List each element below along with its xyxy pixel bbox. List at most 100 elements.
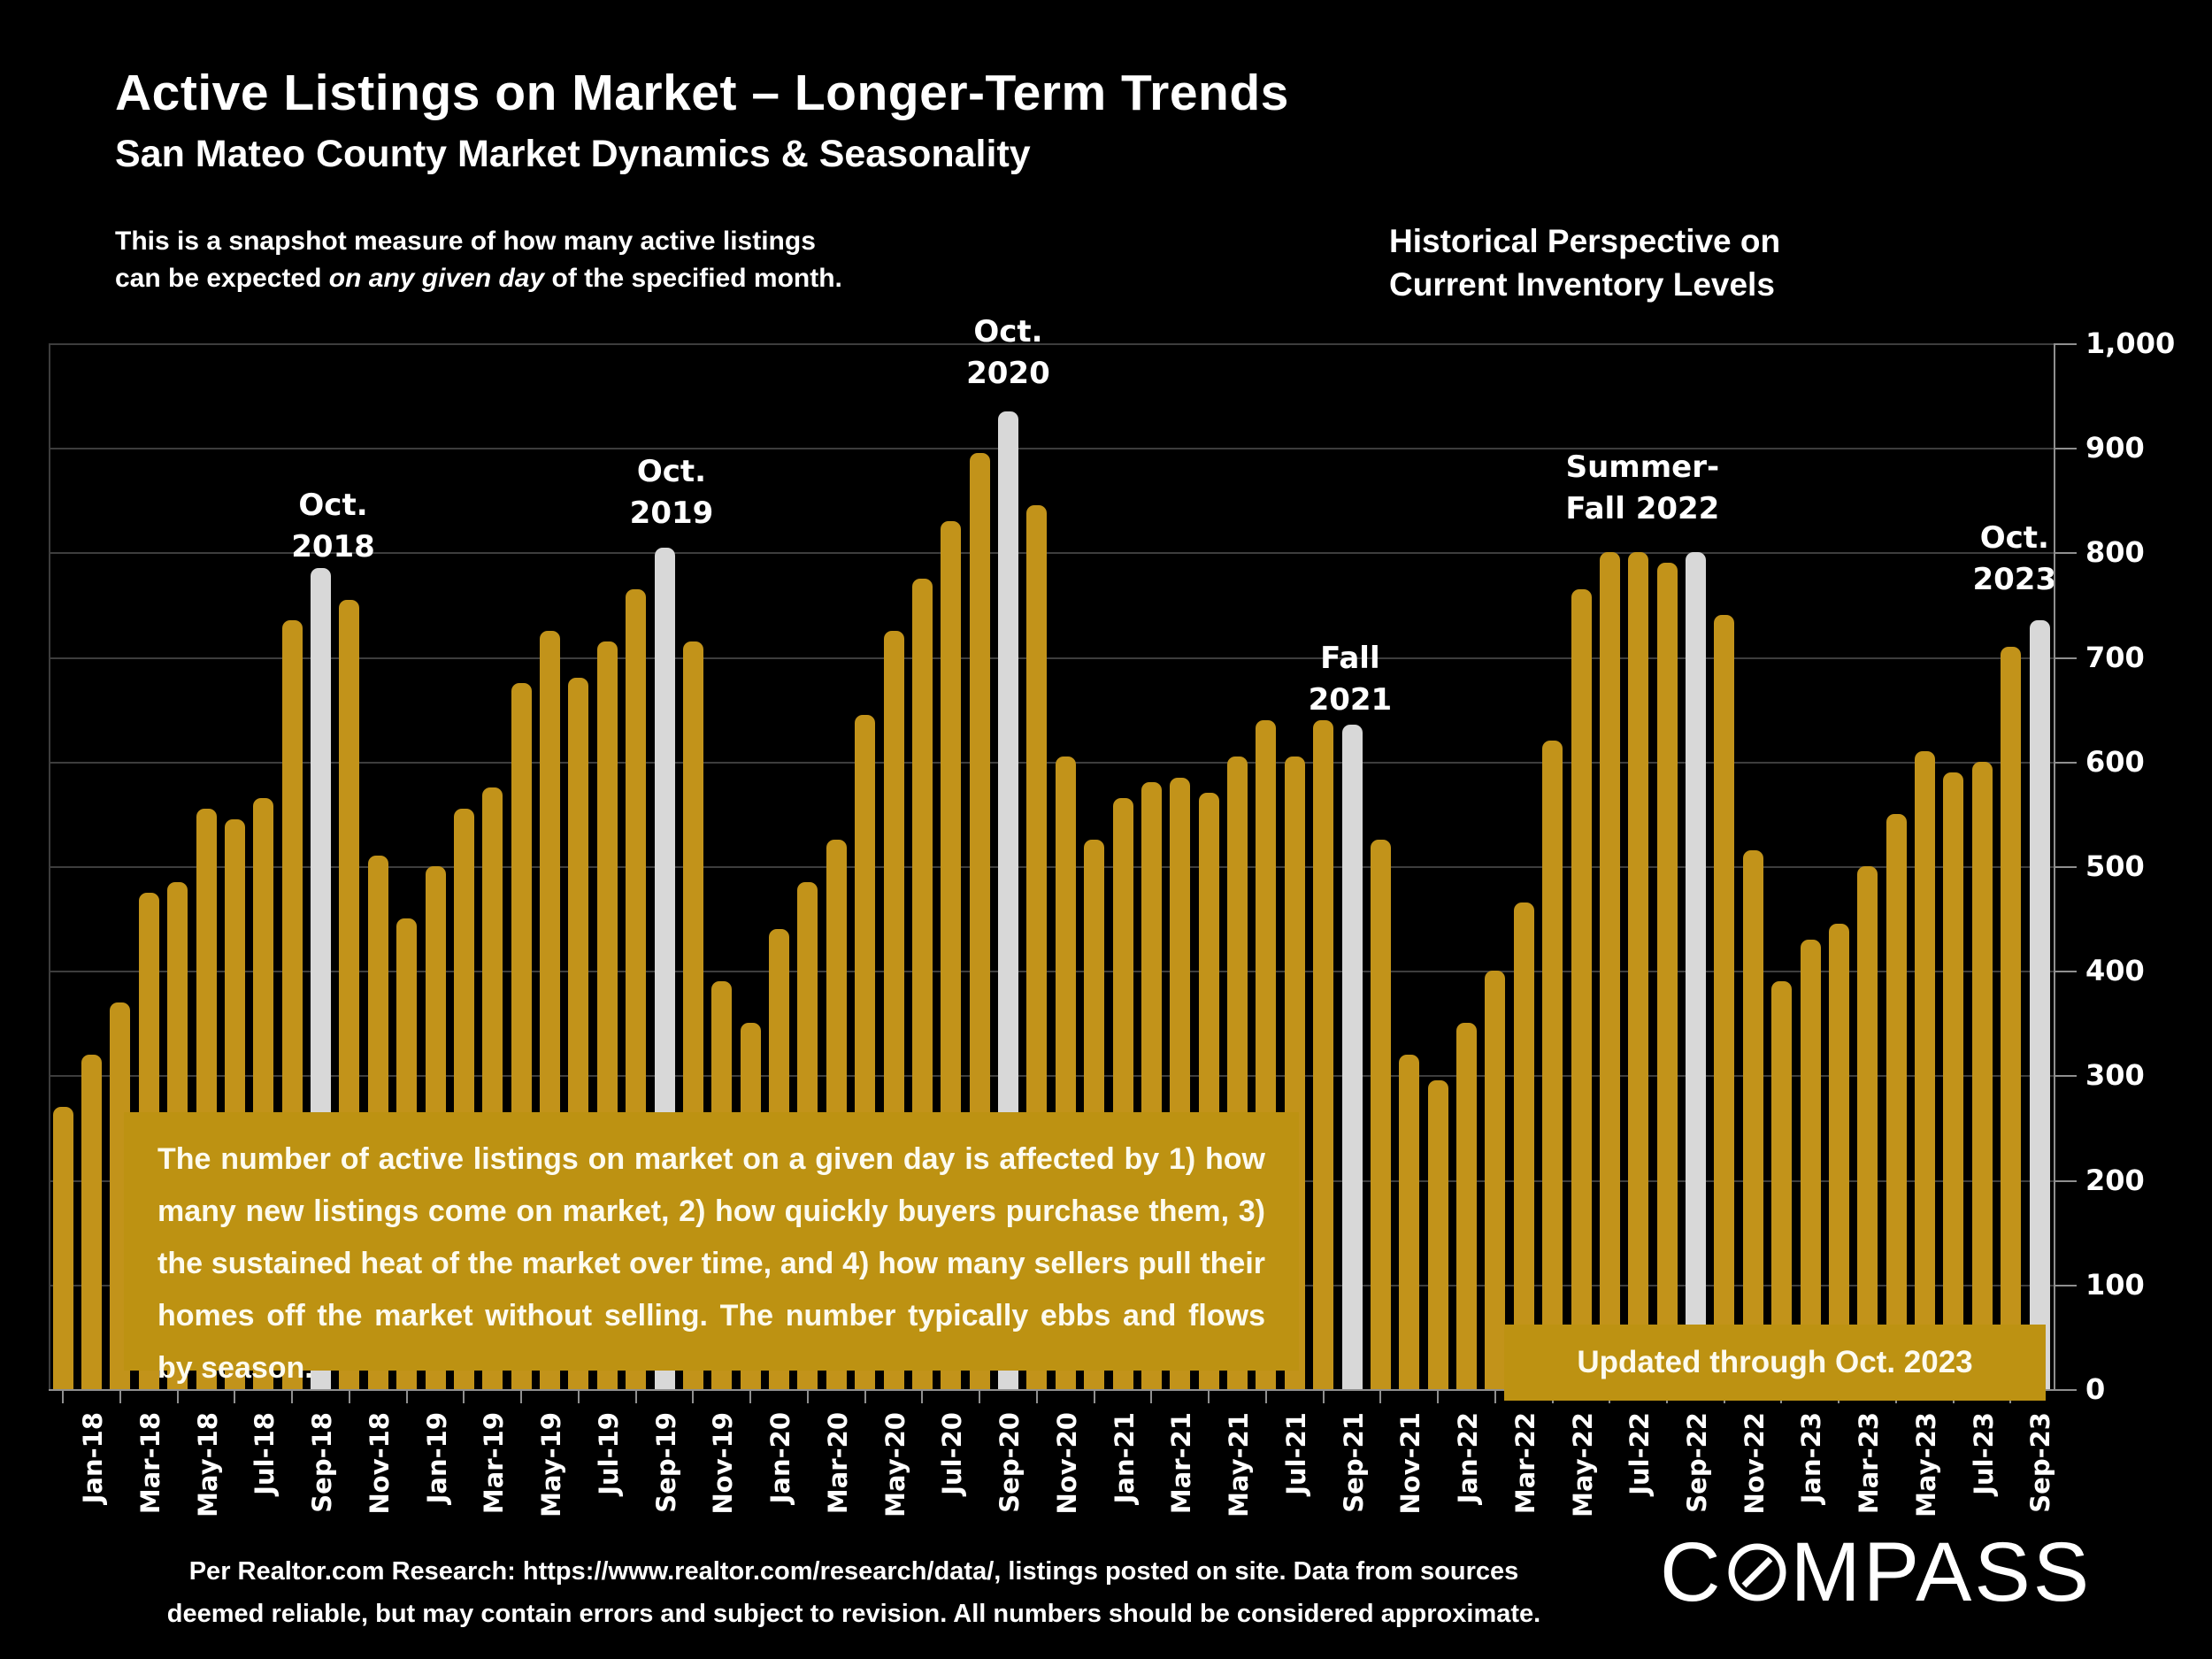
bar-slot	[1395, 343, 1424, 1389]
x-tick-label-Nov-21: Nov-21	[1395, 1412, 1426, 1515]
source-footer-line2: deemed reliable, but may contain errors …	[166, 1600, 1541, 1628]
gridline-1000	[49, 343, 2054, 345]
x-tick	[864, 1389, 866, 1403]
gridline-900	[49, 448, 2054, 450]
y-tick	[2054, 1389, 2077, 1391]
x-tick-label-Mar-18: Mar-18	[134, 1412, 165, 1515]
bar-Oct-22	[1686, 552, 1707, 1389]
bar-slot	[1539, 343, 1567, 1389]
bar-slot	[1768, 343, 1796, 1389]
bar-slot	[1910, 343, 1939, 1389]
x-tick	[1322, 1389, 1325, 1403]
x-tick-label-Jan-23: Jan-23	[1796, 1412, 1827, 1504]
x-tick-label-May-19: May-19	[536, 1412, 567, 1517]
y-tick-label: 400	[2085, 954, 2145, 988]
bar-slot	[1595, 343, 1624, 1389]
historical-perspective-heading: Historical Perspective on Current Invent…	[1389, 219, 1780, 306]
x-tick-label-Jan-19: Jan-19	[421, 1412, 452, 1504]
bar-slot	[1824, 343, 1853, 1389]
y-tick	[2054, 866, 2077, 868]
y-tick-label: 600	[2085, 744, 2145, 779]
bar-slot	[1567, 343, 1595, 1389]
bar-slot	[1481, 343, 1509, 1389]
x-tick-label-Mar-20: Mar-20	[822, 1412, 853, 1515]
x-tick-label-Nov-22: Nov-22	[1739, 1412, 1770, 1515]
snapshot-note-italic: on any given day	[328, 264, 545, 293]
bar-Jan-18	[52, 1106, 73, 1389]
x-tick-label-May-18: May-18	[192, 1412, 223, 1517]
x-tick	[1093, 1389, 1095, 1403]
bar-Feb-23	[1800, 939, 1821, 1389]
x-tick	[749, 1389, 752, 1403]
y-tick	[2054, 1179, 2077, 1182]
y-tick-label: 900	[2085, 431, 2145, 465]
x-tick-label-May-21: May-21	[1224, 1412, 1255, 1517]
x-tick-label-Sep-20: Sep-20	[995, 1412, 1025, 1513]
x-tick-label-Jul-22: Jul-22	[1624, 1412, 1655, 1495]
bar-slot	[1681, 343, 1709, 1389]
x-tick-label-Jan-22: Jan-22	[1453, 1412, 1483, 1504]
y-tick	[2054, 761, 2077, 764]
bar-slot	[1624, 343, 1653, 1389]
bar-slot	[1452, 343, 1480, 1389]
x-tick	[405, 1389, 408, 1403]
x-tick	[463, 1389, 465, 1403]
y-tick-label: 1,000	[2085, 326, 2176, 360]
x-tick	[176, 1389, 179, 1403]
bar-Jul-22	[1599, 552, 1620, 1389]
bar-Jun-22	[1571, 588, 1592, 1389]
bar-slot	[1939, 343, 1968, 1389]
bar-Sep-21	[1313, 719, 1334, 1389]
annotation-oct-2019: Oct. 2019	[629, 454, 714, 531]
x-axis-line	[49, 1389, 2075, 1391]
bar-Nov-21	[1370, 840, 1391, 1389]
bar-Aug-22	[1628, 552, 1649, 1389]
bar-slot	[1854, 343, 1882, 1389]
x-tick-label-Nov-19: Nov-19	[708, 1412, 739, 1515]
x-tick-label-Mar-22: Mar-22	[1509, 1412, 1540, 1515]
bar-Feb-22	[1456, 1023, 1478, 1389]
x-tick	[1437, 1389, 1439, 1403]
x-tick-label-Jan-20: Jan-20	[765, 1412, 796, 1504]
x-tick-label-Jul-18: Jul-18	[250, 1412, 280, 1495]
bar-Sep-23	[2001, 646, 2022, 1389]
bar-Aug-23	[1971, 761, 1993, 1389]
bar-Jan-23	[1771, 981, 1793, 1389]
y-tick	[2054, 657, 2077, 659]
page-title: Active Listings on Market – Longer-Term …	[115, 65, 1289, 121]
bar-Apr-22	[1513, 902, 1534, 1389]
compass-o-icon	[1724, 1525, 1791, 1621]
y-tick	[2054, 448, 2077, 450]
bar-Dec-21	[1399, 1054, 1420, 1389]
x-tick	[520, 1389, 523, 1403]
x-tick	[1150, 1389, 1153, 1403]
y-tick-label: 100	[2085, 1267, 2145, 1302]
x-tick	[1264, 1389, 1267, 1403]
x-tick-label-May-20: May-20	[879, 1412, 910, 1517]
y-tick-label: 800	[2085, 535, 2145, 570]
gridline-300	[49, 1075, 2054, 1078]
x-tick	[291, 1389, 294, 1403]
bar-slot	[1366, 343, 1394, 1389]
bar-slot	[77, 343, 105, 1389]
bar-slot	[1338, 343, 1366, 1389]
bar-Mar-23	[1828, 924, 1849, 1389]
explanation-box: The number of active listings on market …	[124, 1112, 1299, 1385]
explanation-text: The number of active listings on market …	[157, 1142, 1265, 1385]
snapshot-note: This is a snapshot measure of how many a…	[115, 223, 842, 297]
x-tick-label-Jul-21: Jul-21	[1280, 1412, 1311, 1495]
x-tick-label-Mar-23: Mar-23	[1854, 1412, 1885, 1515]
bar-Feb-18	[81, 1054, 103, 1389]
y-tick	[2054, 552, 2077, 555]
x-tick	[806, 1389, 809, 1403]
x-tick-label-Jan-21: Jan-21	[1109, 1412, 1140, 1504]
x-tick	[979, 1389, 981, 1403]
x-tick	[348, 1389, 350, 1403]
y-tick	[2054, 1284, 2077, 1286]
bar-Oct-21	[1341, 725, 1363, 1389]
x-tick-label-Jul-19: Jul-19	[593, 1412, 624, 1495]
x-tick	[692, 1389, 695, 1403]
y-tick-label: 300	[2085, 1058, 2145, 1093]
bar-May-22	[1542, 741, 1563, 1389]
